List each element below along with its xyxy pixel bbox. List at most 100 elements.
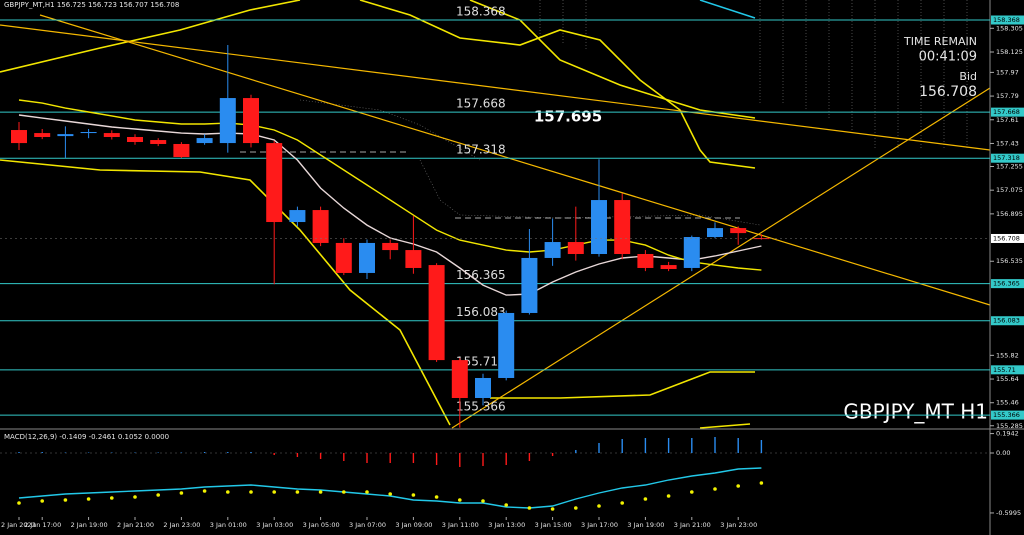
candle-body [243, 98, 259, 144]
y-tick-label: 156.535 [996, 257, 1023, 265]
x-tick-label: 3 Jan 17:00 [581, 521, 618, 529]
y-tick-label: 156.895 [996, 210, 1023, 218]
signal-dot [504, 503, 509, 507]
bid: 156.708 [919, 84, 977, 100]
annotation: 157.695 [534, 108, 602, 126]
level-box [991, 316, 1024, 326]
level-box-label: 155.71 [993, 366, 1016, 374]
signal-dot [690, 490, 694, 494]
x-tick-label: 2 Jan 17:00 [24, 521, 61, 529]
candle-body [382, 242, 399, 251]
candle-body [521, 257, 538, 313]
signal-dot [179, 491, 184, 495]
y-tick-label: 157.255 [996, 162, 1023, 170]
signal-dot [40, 499, 44, 503]
signal-dot [202, 489, 207, 493]
signal-dot [643, 497, 648, 501]
candle-body [173, 143, 190, 158]
candle-body [196, 138, 213, 144]
candle-body [219, 98, 236, 144]
current-price-label: 156.708 [993, 234, 1020, 242]
level-box-label: 156.083 [993, 317, 1020, 325]
signal-dot [550, 507, 555, 511]
signal-dot [666, 494, 671, 498]
signal-dot [597, 504, 601, 508]
candle-body [103, 133, 120, 138]
x-tick-label: 2 Jan 23:00 [163, 521, 200, 529]
signal-dot [63, 498, 68, 502]
x-tick-label: 3 Jan 13:00 [488, 521, 525, 529]
candle-body [591, 200, 607, 255]
level-box [991, 365, 1024, 375]
y-tick-label: 158.125 [996, 48, 1023, 56]
candle-body [498, 312, 515, 378]
y-tick-label: -0.5995 [996, 509, 1021, 517]
x-tick-label: 3 Jan 07:00 [349, 521, 386, 529]
signal-dot [17, 501, 21, 505]
candle-body [34, 133, 51, 138]
level-label: 157.668 [456, 97, 506, 111]
x-tick-label: 3 Jan 19:00 [627, 521, 664, 529]
candle-body [57, 134, 74, 137]
signal-dot [295, 490, 300, 494]
x-tick-label: 3 Jan 01:00 [210, 521, 247, 529]
signal-dot [458, 498, 462, 502]
candle-body [475, 377, 491, 398]
signal-dot [226, 490, 230, 494]
cyan-line [699, 0, 756, 19]
y-tick-label: 155.64 [996, 375, 1019, 383]
x-tick-label: 3 Jan 03:00 [256, 521, 293, 529]
bands [0, 0, 756, 429]
current-price-box [991, 233, 1024, 243]
y-tick-label: 0.00 [996, 449, 1010, 457]
candle-body [266, 143, 283, 223]
level-box [991, 15, 1024, 25]
signal-dot [86, 497, 91, 501]
candle-body [567, 242, 584, 255]
candle-body [683, 237, 700, 268]
y-tick-label: 155.285 [996, 422, 1023, 430]
time-remain-label: TIME REMAIN [903, 35, 977, 48]
level-label: 157.318 [456, 143, 506, 157]
signal-dot [434, 495, 439, 499]
x-tick-label: 3 Jan 23:00 [720, 521, 757, 529]
signal-dot [388, 492, 393, 496]
signal-dot [110, 496, 114, 500]
x-tick-label: 3 Jan 05:00 [303, 521, 340, 529]
candle-body [405, 250, 422, 268]
x-tick-label: 3 Jan 11:00 [442, 521, 479, 529]
level-box [991, 153, 1024, 163]
macd-label: MACD(12,26,9) -0.1409 -0.2461 0.1052 0.0… [4, 433, 169, 441]
level-label: 155.366 [456, 400, 506, 414]
y-tick-label: 155.82 [996, 351, 1019, 359]
y-tick-label: 158.305 [996, 24, 1023, 32]
y-tick-label: 157.43 [996, 139, 1019, 147]
candle-body [359, 242, 375, 273]
macd-line [18, 467, 762, 509]
candle-body [80, 132, 97, 134]
candle-body [428, 265, 445, 361]
signal-dot [574, 506, 578, 510]
signal-dot [713, 487, 717, 491]
candle-body [730, 228, 747, 234]
candle-body [544, 242, 561, 258]
signal-dot [249, 490, 253, 494]
time-remain: 00:41:09 [919, 50, 977, 65]
signal-dot [620, 501, 624, 505]
signal-dot [411, 493, 416, 497]
level-box-label: 158.368 [993, 16, 1020, 24]
trend-lines [0, 14, 991, 429]
y-tick-label: 157.075 [996, 186, 1023, 194]
level-label: 156.365 [456, 268, 506, 282]
signal-dot [759, 481, 764, 485]
level-box-label: 156.365 [993, 280, 1020, 288]
x-tick-label: 2 Jan 19:00 [71, 521, 108, 529]
x-tick-label: 3 Jan 09:00 [395, 521, 432, 529]
cloud-lines [299, 0, 968, 226]
candle-body [127, 137, 143, 143]
signal-dot [736, 484, 740, 488]
candle-body [451, 360, 468, 398]
signal-dot [342, 490, 346, 494]
candle-body [660, 265, 677, 270]
